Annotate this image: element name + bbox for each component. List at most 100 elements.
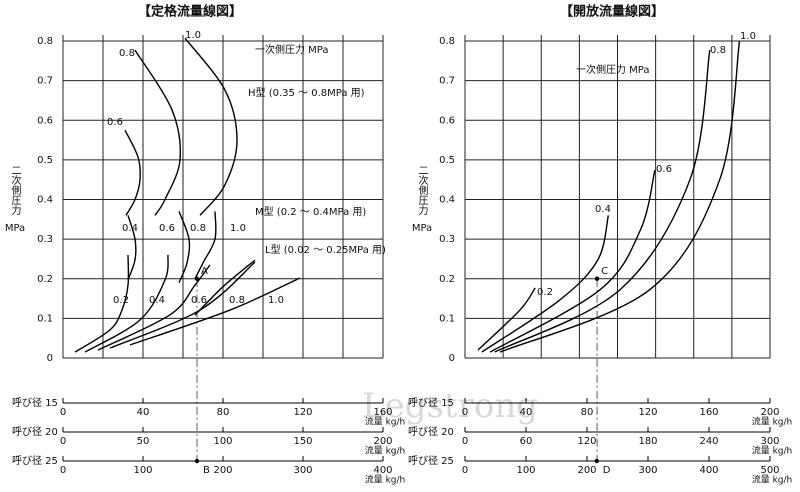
axis-point-label: D — [603, 465, 611, 476]
flow-axis-name: 呼び径 25 — [408, 454, 454, 467]
flow-tick-label: 500 — [760, 465, 779, 476]
panel-title: 【開放流量線図】 — [560, 4, 664, 20]
curve-label: 1.0 — [740, 31, 756, 42]
flow-axis-name: 呼び径 20 — [12, 425, 58, 438]
flow-tick-label: 80 — [581, 407, 594, 418]
y-tick-label: 0.3 — [37, 234, 53, 245]
y-tick-label: 0.7 — [37, 76, 53, 87]
y-tick-label: 0.4 — [439, 195, 455, 206]
curve-label: 0.4 — [149, 295, 165, 306]
flow-curve — [481, 215, 610, 353]
flow-tick-label: 0 — [60, 436, 66, 447]
flow-curve — [494, 50, 711, 353]
curve-label: 0.6 — [107, 117, 123, 128]
annotation: H型 (0.35 ～ 0.8MPa 用) — [248, 86, 365, 99]
flow-tick-label: 100 — [516, 465, 535, 476]
y-tick-label: 0.5 — [439, 155, 455, 166]
annotation: 一次側圧力 MPa — [255, 43, 329, 56]
flow-tick-label: 40 — [520, 407, 533, 418]
flow-tick-label: 100 — [133, 465, 152, 476]
watermark: Legstrong — [362, 386, 538, 426]
flow-curve — [127, 215, 137, 281]
y-axis-unit: MPa — [5, 223, 25, 234]
y-tick-label: 0.2 — [37, 274, 53, 285]
flow-tick-label: 180 — [638, 436, 657, 447]
flow-tick-label: 100 — [213, 436, 232, 447]
axis-point — [594, 458, 599, 464]
y-axis-unit: MPa — [412, 223, 432, 234]
flow-tick-label: 80 — [217, 407, 230, 418]
flow-tick-label: 0 — [60, 465, 66, 476]
flow-curve — [124, 129, 141, 216]
flow-curve — [74, 254, 130, 353]
panel-title: 【定格流量線図】 — [138, 4, 242, 20]
curve-label: 0.8 — [190, 223, 206, 234]
curve-label: 0.4 — [122, 223, 138, 234]
axis-point — [194, 458, 200, 464]
flow-curve — [184, 37, 238, 216]
flow-tick-label: 60 — [520, 436, 533, 447]
flow-curve — [499, 40, 741, 353]
flow-tick-label: 0 — [462, 436, 468, 447]
curve-label: 0.6 — [191, 295, 207, 306]
flow-curve — [194, 211, 217, 280]
flow-axis-name: 呼び径 20 — [408, 425, 454, 438]
flow-axis-name: 呼び径 25 — [12, 454, 58, 467]
flow-tick-label: 300 — [638, 465, 657, 476]
reading-point — [194, 276, 200, 281]
curve-label: 0.6 — [159, 223, 175, 234]
y-axis-label: 二次側圧力 — [416, 165, 428, 216]
flow-tick-label: 150 — [293, 436, 312, 447]
flow-tick-label: 300 — [293, 465, 312, 476]
y-tick-label: 0.5 — [37, 155, 53, 166]
flow-tick-label: 120 — [293, 407, 312, 418]
flow-curve — [97, 264, 211, 351]
y-tick-label: 0 — [449, 353, 455, 364]
flow-tick-label: 120 — [638, 407, 657, 418]
flow-tick-label: 400 — [699, 465, 718, 476]
curve-label: 1.0 — [185, 30, 201, 41]
flow-tick-label: 160 — [699, 407, 718, 418]
flow-axis-unit: 流量 kg/h — [365, 445, 406, 457]
flow-axis-unit: 流量 kg/h — [752, 416, 793, 428]
flow-tick-label: 200 — [577, 465, 596, 476]
flow-curve — [134, 49, 181, 216]
axis-point-label: B — [203, 465, 210, 476]
flow-curve — [477, 287, 536, 351]
point-label: A — [201, 266, 208, 277]
flow-tick-label: 200 — [760, 407, 779, 418]
flow-axis-name: 呼び径 15 — [408, 396, 454, 409]
flow-tick-label: 200 — [373, 436, 392, 447]
curve-label: 1.0 — [230, 223, 246, 234]
curve-label: 0.4 — [595, 204, 611, 215]
flow-tick-label: 50 — [137, 436, 150, 447]
flow-tick-label: 400 — [373, 465, 392, 476]
flow-axis-unit: 流量 kg/h — [365, 416, 406, 428]
y-tick-label: 0.6 — [439, 115, 455, 126]
curve-label: 0.8 — [119, 48, 135, 59]
curve-label: 1.0 — [268, 295, 284, 306]
y-axis-label: 二次側圧力 — [9, 165, 21, 216]
flow-tick-label: 120 — [577, 436, 596, 447]
annotation: M型 (0.2 ～ 0.4MPa 用) — [255, 205, 366, 218]
point-label: C — [601, 266, 608, 277]
annotation: 一次側圧力 MPa — [576, 63, 650, 76]
flow-tick-label: 160 — [373, 407, 392, 418]
flow-axis-unit: 流量 kg/h — [752, 445, 793, 457]
flow-tick-label: 300 — [760, 436, 779, 447]
flow-tick-label: 200 — [213, 465, 232, 476]
flow-curve — [489, 170, 656, 353]
flow-tick-label: 0 — [60, 407, 66, 418]
flow-axis-unit: 流量 kg/h — [752, 474, 793, 486]
annotation: L型 (0.02 ～ 0.25MPa 用) — [265, 243, 386, 256]
flow-curve — [129, 277, 301, 346]
curve-label: 0.6 — [656, 164, 672, 175]
flow-tick-label: 40 — [137, 407, 150, 418]
flow-axis-unit: 流量 kg/h — [365, 474, 406, 486]
flow-curve — [178, 211, 191, 283]
y-tick-label: 0.8 — [439, 36, 455, 47]
y-tick-label: 0 — [47, 353, 53, 364]
y-tick-label: 0.3 — [439, 234, 455, 245]
